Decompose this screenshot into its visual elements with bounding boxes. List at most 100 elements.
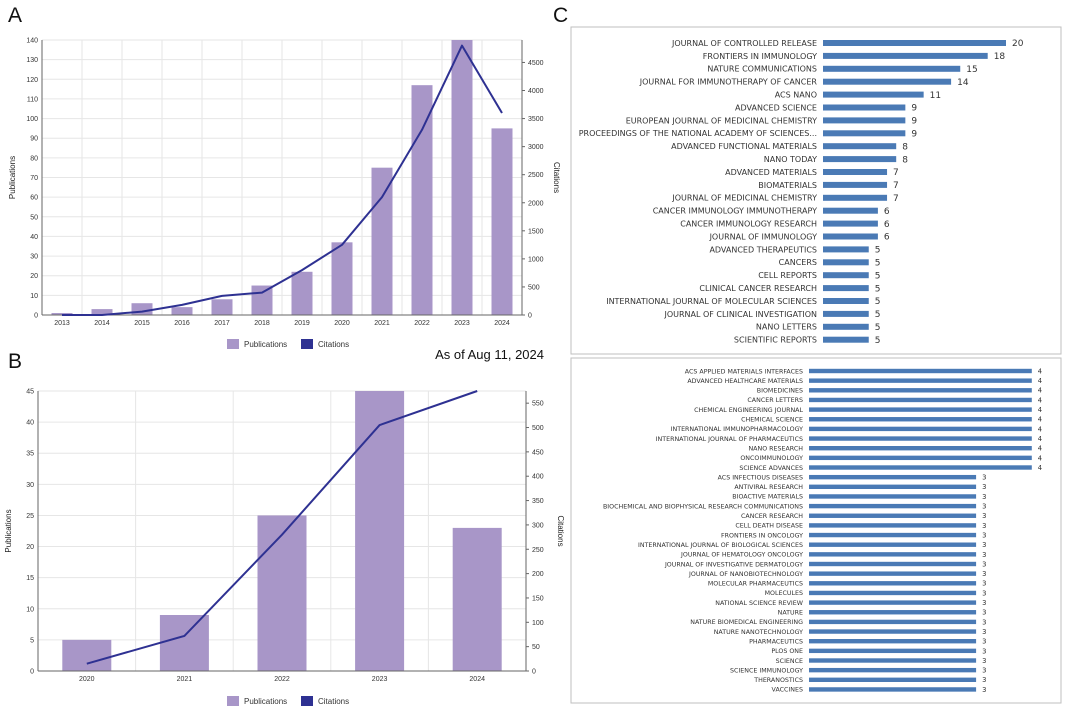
- y-tick-label: 10: [26, 606, 34, 613]
- y-axis-title: Publications: [8, 156, 17, 199]
- y-tick-label: 60: [30, 195, 38, 202]
- journal-bar: [823, 323, 869, 330]
- bar-publications-2015: [131, 303, 153, 315]
- y2-tick-label: 450: [532, 449, 544, 456]
- y-tick-label: 30: [30, 254, 38, 261]
- bar-publications-2022: [257, 515, 307, 671]
- journal-label: JOURNAL FOR IMMUNOTHERAPY OF CANCER: [639, 78, 818, 87]
- journal-value-label: 3: [982, 580, 986, 588]
- journal-bar: [809, 639, 977, 644]
- journal-value-label: 3: [982, 503, 986, 511]
- journal-bar: [823, 246, 869, 253]
- x-tick-label: 2023: [372, 676, 388, 683]
- journal-bar: [809, 388, 1032, 393]
- journal-value-label: 4: [1038, 377, 1042, 385]
- journal-value-label: 9: [911, 117, 917, 127]
- journal-label: MOLECULAR PHARMACEUTICS: [708, 581, 803, 588]
- journal-label: THERANOSTICS: [753, 677, 803, 684]
- journal-value-label: 7: [893, 181, 899, 191]
- y2-tick-label: 2500: [528, 172, 544, 179]
- journal-label: NANO TODAY: [764, 155, 817, 164]
- journal-value-label: 4: [1038, 425, 1042, 433]
- x-tick-label: 2022: [414, 320, 430, 327]
- y2-tick-label: 150: [532, 595, 544, 602]
- legend-swatch-publications: [227, 339, 239, 349]
- y-tick-label: 70: [30, 175, 38, 182]
- journal-label: MOLECULES: [765, 590, 803, 597]
- y-axis-title: Publications: [4, 509, 13, 552]
- journal-label: SCIENCE: [776, 658, 803, 665]
- y-tick-label: 80: [30, 155, 38, 162]
- legend-label-citations: Citations: [318, 340, 349, 349]
- y-tick-label: 15: [26, 575, 34, 582]
- journal-bar: [823, 285, 869, 292]
- journal-value-label: 3: [982, 686, 986, 694]
- y-tick-label: 45: [26, 389, 34, 396]
- bar-publications-2019: [291, 271, 313, 315]
- journal-value-label: 5: [875, 259, 881, 269]
- journal-bar: [823, 104, 906, 111]
- journal-label: CANCER IMMUNOLOGY RESEARCH: [680, 219, 817, 228]
- journal-value-label: 3: [982, 493, 986, 501]
- y-tick-label: 20: [26, 544, 34, 551]
- x-tick-label: 2019: [294, 320, 310, 327]
- journal-label: VACCINES: [772, 687, 803, 694]
- journal-bar: [809, 552, 977, 557]
- journal-bar: [809, 610, 977, 615]
- journal-value-label: 3: [982, 541, 986, 549]
- journal-value-label: 20: [1012, 39, 1024, 49]
- panel-c-top-frame: [570, 26, 1062, 355]
- journal-value-label: 4: [1038, 396, 1042, 404]
- journal-label: NATURE BIOMEDICAL ENGINEERING: [690, 619, 803, 626]
- journal-bar: [809, 532, 977, 538]
- journal-label: BIOMEDICINES: [757, 388, 803, 395]
- bar-publications-2018: [251, 285, 273, 315]
- x-tick-label: 2021: [374, 320, 390, 327]
- y2-axis-title: Citations: [552, 162, 561, 193]
- journal-value-label: 3: [982, 647, 986, 655]
- journal-label: JOURNAL OF NANOBIOTECHNOLOGY: [688, 571, 803, 578]
- journal-value-label: 3: [982, 551, 986, 559]
- journal-label: INTERNATIONAL JOURNAL OF BIOLOGICAL SCIE…: [638, 542, 803, 549]
- bar-publications-2020: [62, 639, 112, 671]
- journal-label: JOURNAL OF IMMUNOLOGY: [709, 232, 818, 241]
- x-tick-label: 2014: [94, 320, 110, 327]
- panel-c-bottom-frame: [570, 357, 1062, 704]
- journal-bar: [809, 590, 977, 596]
- journal-bar: [823, 78, 952, 85]
- journal-label: FRONTIERS IN ONCOLOGY: [721, 532, 803, 539]
- journal-bar: [809, 658, 977, 663]
- journal-label: NATURE: [778, 610, 803, 617]
- journal-value-label: 4: [1038, 416, 1042, 424]
- journal-value-label: 5: [875, 323, 881, 333]
- y-tick-label: 10: [30, 293, 38, 300]
- journal-value-label: 3: [982, 667, 986, 675]
- journal-label: CHEMICAL ENGINEERING JOURNAL: [694, 407, 803, 414]
- y2-tick-label: 250: [532, 547, 544, 554]
- journal-label: ACS APPLIED MATERIALS INTERFACES: [685, 368, 803, 375]
- y-tick-label: 5: [30, 637, 34, 644]
- journal-label: INTERNATIONAL IMMUNOPHARMACOLOGY: [671, 426, 803, 433]
- y-tick-label: 20: [30, 273, 38, 280]
- journal-value-label: 8: [902, 142, 908, 152]
- journal-label: ADVANCED HEALTHCARE MATERIALS: [687, 378, 803, 385]
- journal-value-label: 4: [1038, 454, 1042, 462]
- legend-label-publications: Publications: [244, 340, 287, 349]
- journal-label: CANCER IMMUNOLOGY IMMUNOTHERAPY: [653, 207, 817, 216]
- x-tick-label: 2020: [79, 676, 95, 683]
- journal-label: PROCEEDINGS OF THE NATIONAL ACADEMY OF S…: [579, 129, 817, 138]
- journal-label: PLOS ONE: [771, 648, 803, 655]
- journal-bar: [809, 677, 977, 682]
- y2-tick-label: 4500: [528, 60, 544, 67]
- panel-label-a: A: [8, 4, 22, 27]
- legend-swatch-publications: [227, 696, 239, 706]
- journal-value-label: 3: [982, 474, 986, 482]
- journal-label: BIOACTIVE MATERIALS: [732, 494, 803, 501]
- bar-publications-2023: [355, 391, 405, 671]
- y2-tick-label: 400: [532, 474, 544, 481]
- journal-value-label: 6: [884, 207, 890, 217]
- journal-value-label: 14: [957, 78, 969, 88]
- journal-bar: [823, 310, 869, 317]
- y2-tick-label: 4000: [528, 88, 544, 95]
- bar-publications-2016: [171, 307, 193, 315]
